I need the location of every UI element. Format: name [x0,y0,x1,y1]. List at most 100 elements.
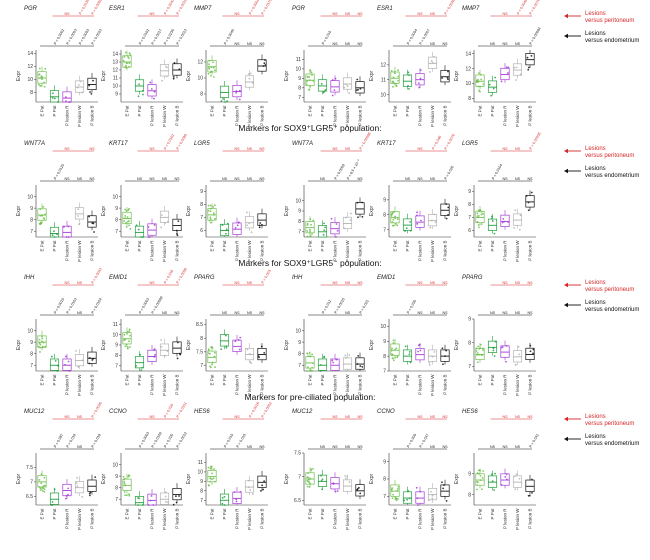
y-tick-label: 7.5 [196,350,203,356]
point [323,90,326,93]
y-tick-label: 7 [115,497,118,503]
y-tick-label: 9 [468,189,471,195]
point [507,221,510,223]
point [394,72,396,75]
black-p-label: P = 0.0002 [53,28,65,45]
black-p-label: P = 0.015 [321,30,332,45]
y-tick-label: 7 [200,498,203,504]
y-tick-label: 7 [298,474,301,480]
x-tick-label: P lesion R [65,240,70,261]
panel-gene-title: MUC12 [292,409,313,415]
box-1 [402,74,413,87]
point [223,495,226,498]
point [208,484,210,487]
point [67,236,70,238]
point [77,215,79,217]
point [505,360,507,363]
point [408,350,411,353]
legend-endometrium-line1: Lesions [585,31,606,37]
point [78,222,81,225]
point [391,221,394,223]
point [394,356,397,359]
box-1 [49,492,60,505]
section-title-lgr5-neg: Markers for SOX9⁺LGR5⁻ population: [238,258,381,268]
point [343,227,346,230]
point [127,475,130,478]
red-p-label: P = 0.0009 [91,0,103,15]
point [40,482,43,485]
x-tick-label: E Pat [40,508,45,520]
point [431,497,434,500]
point [526,56,529,59]
point [431,355,434,358]
point [235,90,238,92]
point [391,487,394,490]
point [481,488,483,491]
x-tick-label: P lesion B [175,241,180,261]
box-3 [244,480,255,493]
black-p-label: P = 0.0009 [334,163,346,180]
legend-endometrium-line1: Lesions [585,434,606,440]
y-tick-label: 7 [200,215,203,221]
point [123,333,126,336]
black-p-label: NS [260,42,266,46]
black-p-label: P = 0.0120 [53,163,65,180]
point [525,194,528,197]
point [394,82,397,85]
point [50,504,53,506]
point [149,499,152,502]
point [125,64,127,67]
x-tick-label: P lesion W [430,374,435,396]
y-tick-label: 11 [296,57,301,63]
x-tick-label: E Pat [210,374,215,386]
point [397,487,399,490]
point [140,369,143,372]
point [392,342,395,344]
black-p-label: P = 0.0015 [334,297,346,314]
box-4 [172,341,182,354]
point [478,473,480,475]
point [434,221,437,224]
point [405,227,408,229]
point [224,334,227,337]
box-3 [512,213,523,226]
red-p-label: NS [247,281,253,285]
point [514,209,517,212]
point [150,495,153,497]
box-2 [147,84,157,97]
red-p-label: NS [333,281,339,285]
point [491,220,494,222]
point [514,488,517,491]
red-p-label: P = 0.0102 [163,133,175,150]
point [127,209,130,211]
point [309,230,311,233]
point [225,228,228,231]
panel-y-label: Expr [454,71,460,82]
black-p-label: NS [443,445,449,449]
point [319,370,322,372]
point [519,73,522,76]
point [220,348,223,351]
point [176,357,179,360]
black-p-label: P = 0.0053 [78,28,90,45]
point [392,493,394,496]
point [501,221,504,224]
black-p-label: NS [333,445,339,449]
point [39,351,41,353]
red-p-label: NS [77,415,83,419]
point [81,91,84,94]
point [493,232,496,235]
box-3 [512,475,523,488]
point [75,482,78,485]
panel-gene-title: LGR5 [462,141,478,147]
red-p-label: NS [418,147,424,151]
point [123,220,126,222]
point [408,74,410,77]
point [129,346,131,348]
point [139,353,142,356]
red-p-label: NS [430,12,436,16]
point [476,212,479,215]
x-tick-label: P lesion R [150,508,155,529]
